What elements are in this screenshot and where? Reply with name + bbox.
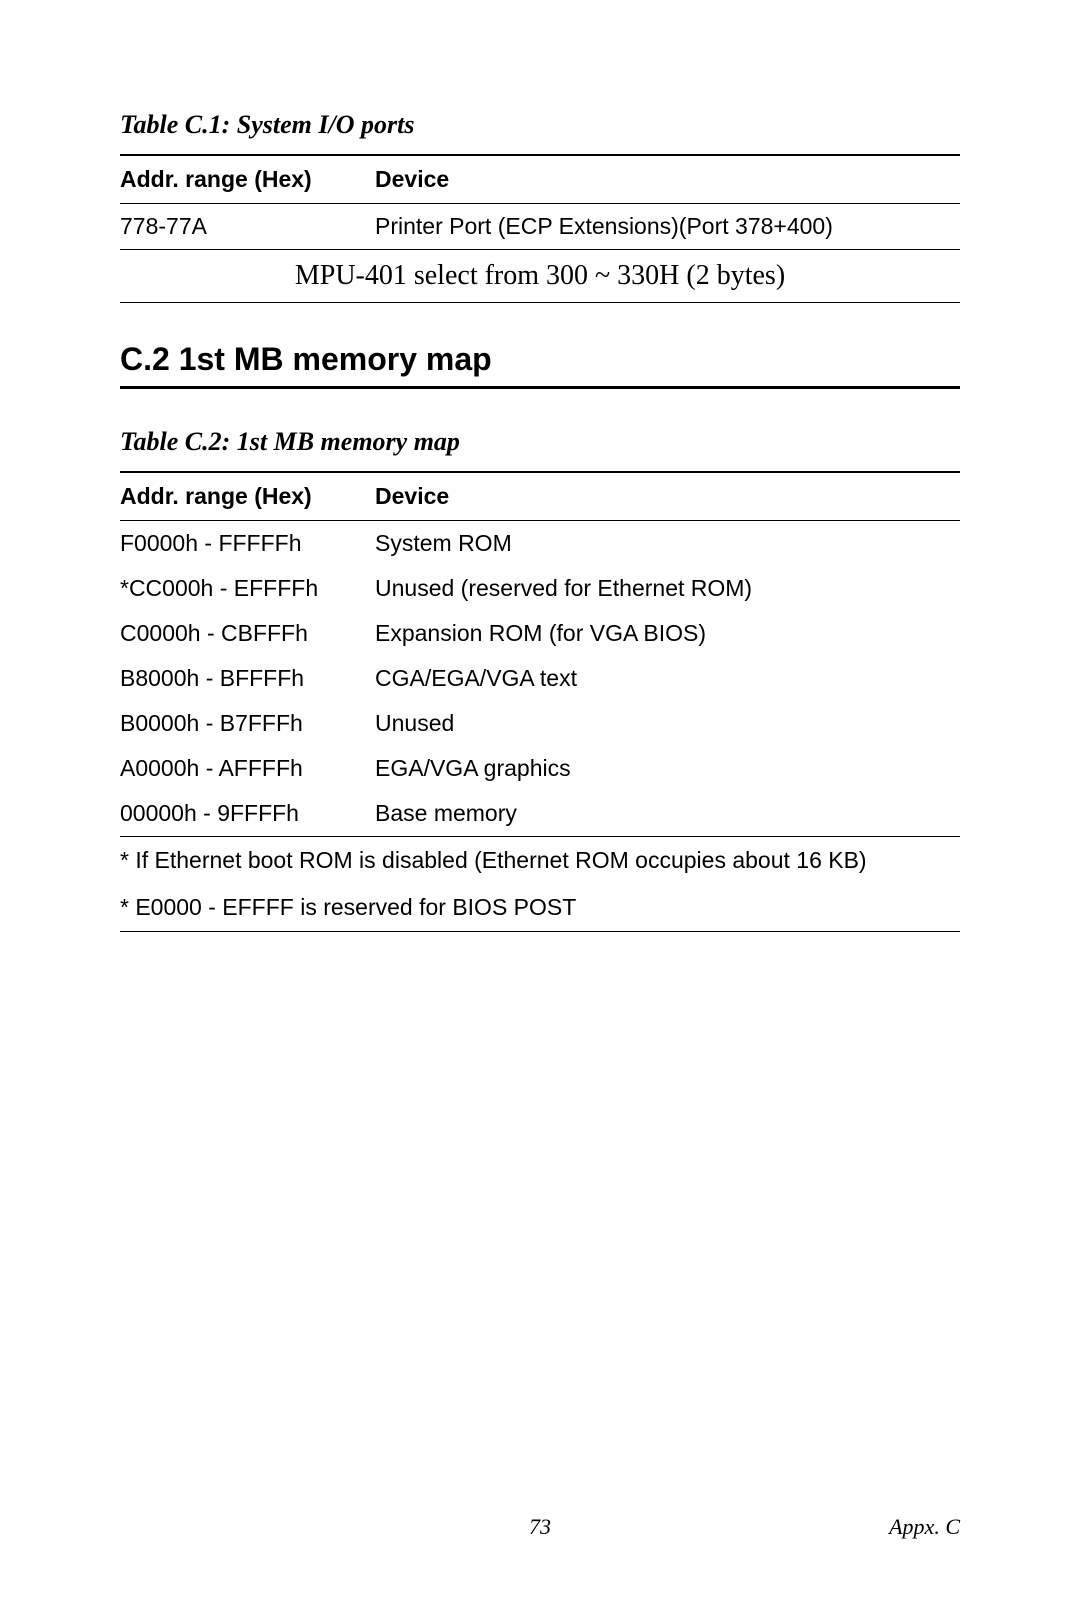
- cell-addr: 00000h - 9FFFFh: [120, 800, 375, 827]
- page-footer: 73 Appx. C: [120, 1514, 960, 1540]
- table-c1-col-device: Device: [375, 166, 960, 193]
- table-c2: Table C.2: 1st MB memory map Addr. range…: [120, 427, 960, 932]
- footnote: * E0000 - EFFFF is reserved for BIOS POS…: [120, 884, 960, 931]
- cell-addr: B8000h - BFFFFh: [120, 665, 375, 692]
- cell-addr: A0000h - AFFFFh: [120, 755, 375, 782]
- cell-device: EGA/VGA graphics: [375, 755, 960, 782]
- table-c1-bottom-rule: [120, 302, 960, 303]
- table-row: 778-77A Printer Port (ECP Extensions)(Po…: [120, 204, 960, 249]
- table-c1: Table C.1: System I/O ports Addr. range …: [120, 110, 960, 303]
- page-number: 73: [529, 1514, 551, 1540]
- cell-device: Printer Port (ECP Extensions)(Port 378+4…: [375, 213, 960, 240]
- cell-device: CGA/EGA/VGA text: [375, 665, 960, 692]
- cell-device: Unused (reserved for Ethernet ROM): [375, 575, 960, 602]
- cell-addr: 778-77A: [120, 213, 375, 240]
- table-row: F0000h - FFFFFh System ROM: [120, 521, 960, 566]
- mpu-note: MPU-401 select from 300 ~ 330H (2 bytes): [120, 250, 960, 302]
- table-row: A0000h - AFFFFh EGA/VGA graphics: [120, 746, 960, 791]
- table-c2-bottom-rule: [120, 931, 960, 932]
- table-c1-header: Addr. range (Hex) Device: [120, 156, 960, 203]
- table-c2-caption: Table C.2: 1st MB memory map: [120, 427, 960, 457]
- section-heading: C.2 1st MB memory map: [120, 341, 960, 378]
- table-row: *CC000h - EFFFFh Unused (reserved for Et…: [120, 566, 960, 611]
- cell-addr: F0000h - FFFFFh: [120, 530, 375, 557]
- cell-device: System ROM: [375, 530, 960, 557]
- footnote: * If Ethernet boot ROM is disabled (Ethe…: [120, 837, 960, 884]
- cell-device: Expansion ROM (for VGA BIOS): [375, 620, 960, 647]
- table-row: B8000h - BFFFFh CGA/EGA/VGA text: [120, 656, 960, 701]
- table-c2-header: Addr. range (Hex) Device: [120, 473, 960, 520]
- cell-device: Unused: [375, 710, 960, 737]
- table-c2-col-addr: Addr. range (Hex): [120, 483, 375, 510]
- table-row: C0000h - CBFFFh Expansion ROM (for VGA B…: [120, 611, 960, 656]
- appendix-label: Appx. C: [889, 1514, 960, 1540]
- cell-device: Base memory: [375, 800, 960, 827]
- section-rule: [120, 386, 960, 389]
- cell-addr: *CC000h - EFFFFh: [120, 575, 375, 602]
- table-c2-col-device: Device: [375, 483, 960, 510]
- table-c1-caption: Table C.1: System I/O ports: [120, 110, 960, 140]
- cell-addr: B0000h - B7FFFh: [120, 710, 375, 737]
- cell-addr: C0000h - CBFFFh: [120, 620, 375, 647]
- table-row: 00000h - 9FFFFh Base memory: [120, 791, 960, 836]
- table-row: B0000h - B7FFFh Unused: [120, 701, 960, 746]
- table-c1-col-addr: Addr. range (Hex): [120, 166, 375, 193]
